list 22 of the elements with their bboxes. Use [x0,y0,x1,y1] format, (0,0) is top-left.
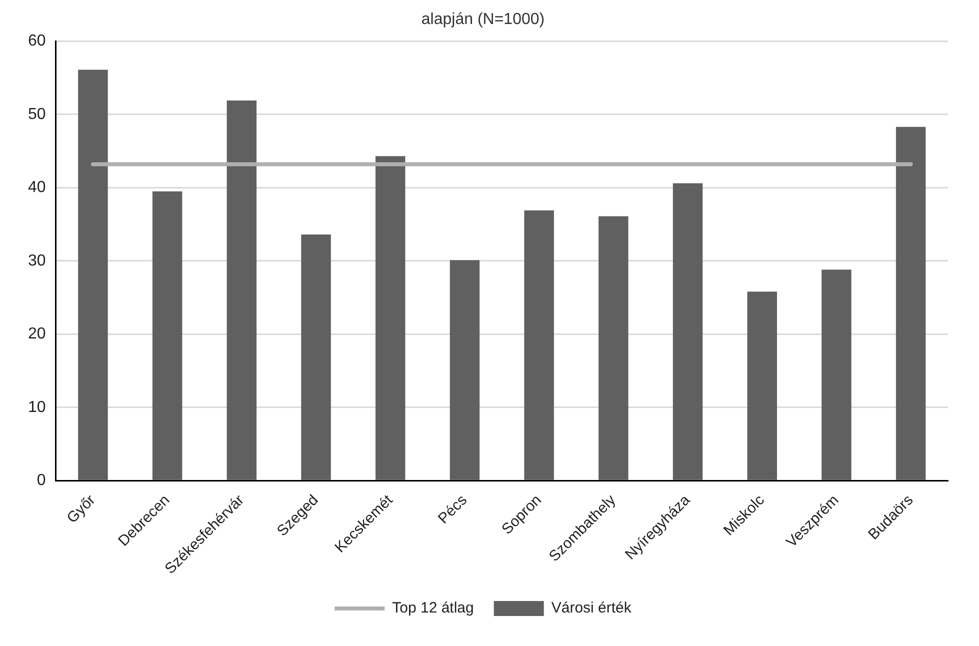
bar [524,210,554,480]
bar [747,292,777,480]
bar [896,126,926,480]
bar [152,191,182,480]
chart-title: alapján (N=1000) [421,11,545,28]
bar [301,234,331,480]
y-tick-label: 0 [36,472,46,489]
y-tick-label: 20 [28,326,46,343]
bar [226,100,257,480]
y-tick-label: 40 [28,179,46,196]
y-tick-label: 60 [28,32,46,50]
bar [672,183,703,480]
bar [598,216,628,480]
legend-label: Top 12 átlag [392,600,474,617]
legend-label: Városi érték [551,600,632,617]
y-tick-label: 30 [28,252,46,270]
y-tick-label: 10 [28,398,46,416]
bar [376,156,406,480]
bar [78,70,108,480]
bar [450,260,480,480]
bar [822,270,852,480]
y-tick-label: 50 [28,106,46,123]
